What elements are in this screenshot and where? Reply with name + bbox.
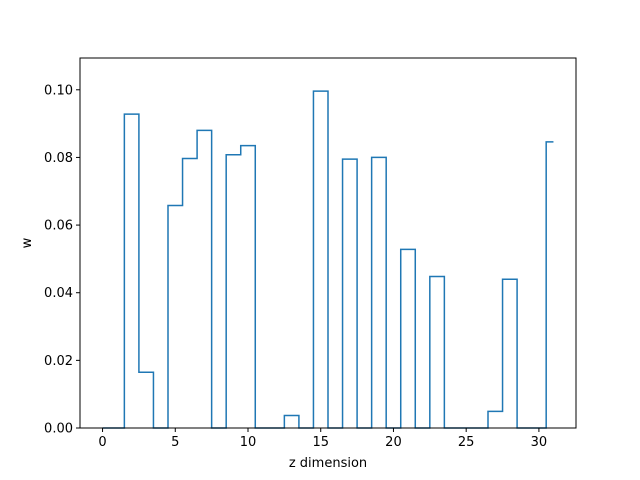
y-tick-label: 0.02 [44,354,73,369]
y-tick-label: 0.04 [44,286,73,301]
x-tick-label: 25 [458,435,475,450]
x-tick-label: 20 [385,435,402,450]
x-tick-label: 10 [240,435,257,450]
y-tick-label: 0.10 [44,83,73,98]
y-tick-label: 0.08 [44,151,73,166]
x-tick-label: 15 [312,435,329,450]
x-axis-label: z dimension [289,456,367,471]
x-tick-label: 5 [171,435,179,450]
y-tick-label: 0.06 [44,219,73,234]
axes-frame [79,57,577,429]
x-axis: 0 5 10 15 20 25 30 [98,428,547,450]
x-tick-label: 30 [531,435,548,450]
y-axis: 0.00 0.02 0.04 0.06 0.08 0.10 [44,83,80,437]
x-tick-label: 0 [98,435,106,450]
y-tick-label: 0.00 [44,422,73,437]
y-axis-label: w [20,237,35,248]
